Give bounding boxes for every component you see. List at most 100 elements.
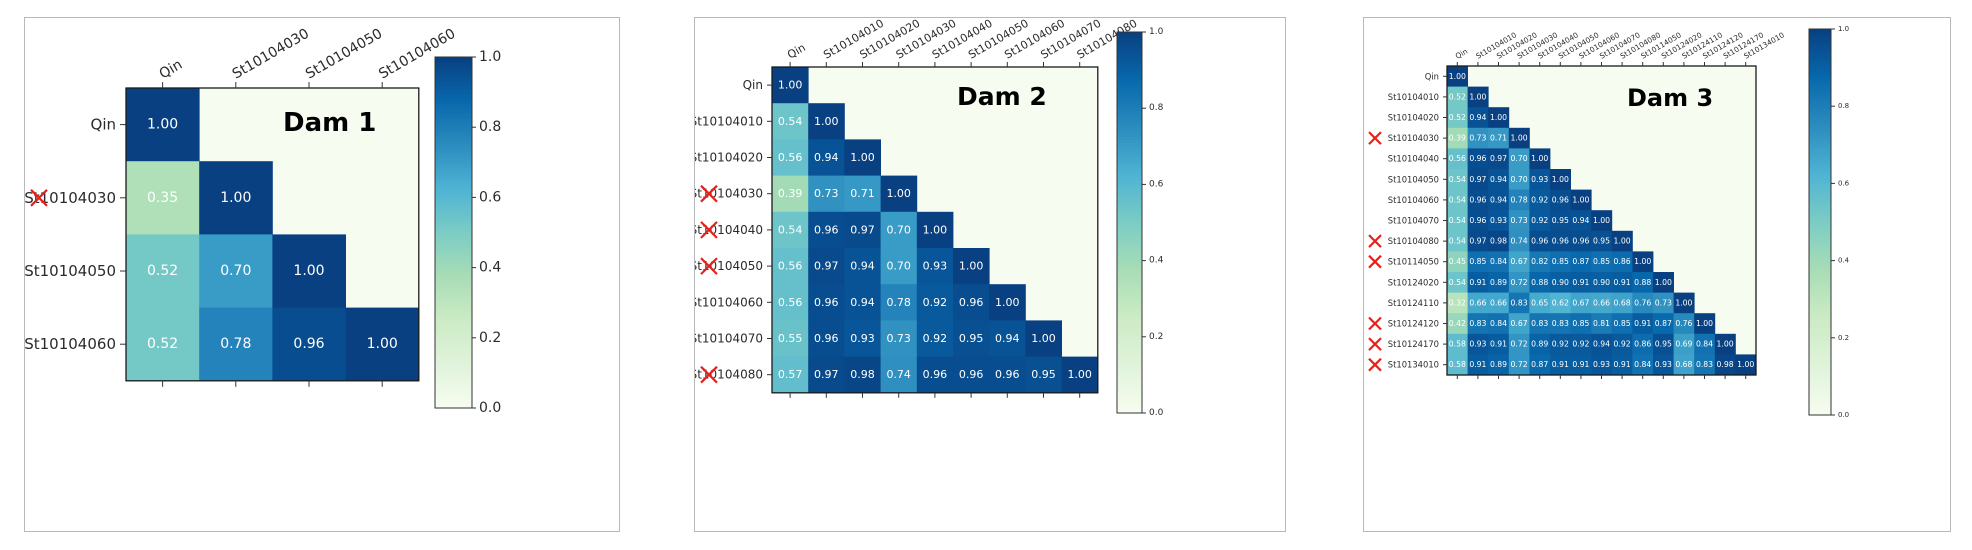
colorbar-segment [1117,63,1142,68]
colorbar-segment [1117,251,1142,255]
colorbar-segment [1809,299,1831,304]
heatmap-cell-value: 0.96 [814,332,839,345]
heatmap-cell [1447,169,1468,190]
colorbar-segment [435,273,472,277]
y-tick-label: Qin [91,116,116,134]
colorbar-segment [435,165,472,169]
colorbar-segment [1117,98,1142,103]
colorbar-segment [435,252,472,257]
heatmap-cell-value: 0.89 [1490,360,1507,369]
y-tick-label: St10104020 [695,151,763,165]
colorbar-segment [1809,112,1831,117]
heatmap-cell-value: 0.71 [1490,134,1507,143]
chart-title: Dam 3 [1627,84,1713,112]
colorbar-segment [1809,241,1831,246]
heatmap-cell [808,356,845,394]
heatmap-cell-value: 1.00 [995,296,1020,309]
heatmap-cell-value: 0.52 [1449,113,1466,122]
heatmap-cell-value: 0.67 [1572,298,1589,307]
colorbar-segment [1117,212,1142,217]
heatmap-cell-value: 0.96 [814,296,839,309]
colorbar-segment [1117,336,1142,341]
colorbar-frame [434,56,473,409]
colorbar-segment [1117,168,1142,173]
colorbar-segment [435,65,472,70]
colorbar-segment [1809,90,1831,94]
heatmap-cell [1447,66,1468,87]
heatmap-cell-value: 0.54 [1449,175,1466,184]
x-tick-label: St10104050 [303,26,385,83]
colorbar-segment [1117,44,1142,49]
heatmap-cell-value: 0.95 [1552,216,1569,225]
heatmap-cell [1653,292,1674,314]
colorbar-segment [435,261,472,266]
heatmap-cell [1488,272,1510,293]
excluded-station-x-icon [700,257,718,275]
heatmap-cell [772,356,809,394]
colorbar-segment [435,305,472,310]
excluded-station-x-icon [1368,234,1382,248]
colorbar-segment [1809,238,1831,242]
colorbar-segment [1117,343,1142,347]
colorbar-segment [435,168,472,172]
colorbar-segment [435,375,472,380]
colorbar-segment [435,390,472,394]
heatmap-cell [1550,210,1571,232]
colorbar-segment [1809,366,1831,371]
colorbar-tick-label: 0.0 [1838,411,1849,419]
colorbar-segment [1117,51,1142,55]
colorbar-tick-label: 1.0 [479,49,501,65]
colorbar-segment [1809,212,1831,217]
colorbar-segment [1809,347,1831,352]
colorbar-segment [435,241,472,245]
colorbar-segment [435,223,472,228]
colorbar-segment [1809,267,1831,271]
colorbar-segment [435,150,472,155]
colorbar-segment [1117,159,1142,163]
heatmap-cell [1632,272,1654,293]
heatmap-cell [989,356,1026,394]
colorbar-segment [1117,190,1142,195]
heatmap-cell [916,320,954,357]
heatmap-cell [1550,189,1571,211]
heatmap-cell-value: 1.00 [1511,134,1528,143]
heatmap-cell [1467,86,1489,108]
colorbar-segment [1117,359,1142,363]
colorbar-segment [1809,321,1831,326]
heatmap-cell-value: 0.96 [959,296,984,309]
colorbar-segment [1117,130,1142,135]
colorbar-segment [1809,138,1831,143]
colorbar-segment [435,369,472,374]
colorbar-tick-label: 0.2 [1149,332,1163,342]
colorbar-segment [435,112,472,117]
heatmap-cell [1611,354,1633,376]
heatmap-cell [126,307,200,382]
heatmap-cell [1467,107,1489,129]
colorbar-segment [1117,333,1142,338]
colorbar-segment [435,381,472,386]
heatmap-cell [1570,313,1592,335]
colorbar-segment [435,176,472,181]
colorbar-segment [1117,289,1142,293]
colorbar-segment [1809,353,1831,358]
colorbar-segment [1117,241,1142,246]
colorbar-segment [435,399,472,403]
y-tick-label: St10114050 [1388,257,1439,267]
colorbar-segment [435,121,472,125]
heatmap-cell [844,248,881,285]
colorbar-segment [1117,232,1142,236]
colorbar-segment [1117,403,1142,408]
heatmap-cell-value: 0.83 [1469,319,1486,328]
colorbar-segment [435,384,472,389]
heatmap-cell [772,103,809,140]
heatmap-cell [1447,189,1468,211]
colorbar-segment [1117,85,1142,90]
colorbar-segment [435,144,472,149]
y-tick-label: St10124170 [1388,339,1439,349]
colorbar-segment [1117,346,1142,351]
colorbar-segment [1809,270,1831,275]
heatmap-cell [1591,251,1613,273]
heatmap-cell [1611,333,1633,355]
colorbar-segment [435,247,472,251]
colorbar-tick-label: 0.8 [1149,103,1164,113]
